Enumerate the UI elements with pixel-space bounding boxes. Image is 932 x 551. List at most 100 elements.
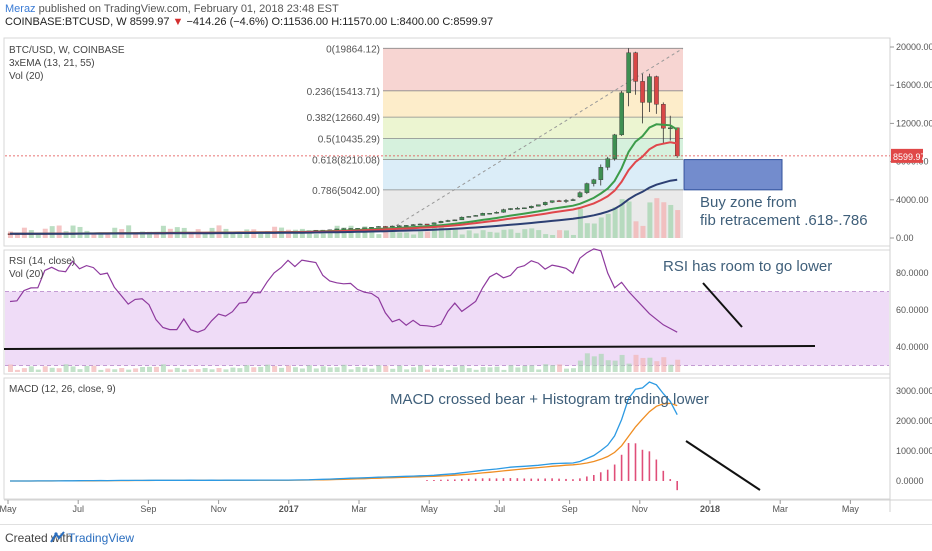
main-pane-title: BTC/USD, W, COINBASE — [9, 45, 125, 56]
rsi-plot: 80.0000 60.0000 40.0000 — [5, 248, 929, 372]
price-tick-label: 0.00 — [896, 233, 914, 243]
candle-body — [508, 208, 513, 210]
rsi-volume-bar — [334, 367, 340, 372]
volume-bar — [452, 229, 458, 238]
fib-retracement[interactable]: 0(19864.12) 0.236(15413.71) 0.382(12660.49… — [307, 44, 783, 238]
volume-bar — [536, 230, 542, 238]
rsi-volume-bar — [425, 369, 430, 372]
rsi-volume-bar — [223, 369, 229, 372]
candle-body — [494, 212, 499, 214]
rsi-volume-bar — [584, 353, 590, 372]
rsi-note: RSI has room to go lower — [663, 258, 832, 275]
candle-body — [563, 200, 569, 202]
rsi-volume-bar — [654, 361, 660, 372]
tradingview-brand-link[interactable]: TradingView — [68, 531, 135, 545]
rsi-volume-bar — [306, 365, 312, 372]
volume-bar — [626, 201, 632, 238]
volume-bar — [529, 228, 535, 238]
rsi-volume-bar — [515, 367, 521, 372]
candle-body — [480, 213, 486, 216]
price-tick-label: 20000.00 — [896, 42, 932, 52]
volume-bar — [605, 213, 611, 238]
candle-body — [341, 228, 347, 230]
volume-bar — [445, 228, 451, 238]
volume-bar — [612, 207, 618, 238]
rsi-volume-bar — [195, 369, 201, 372]
rsi-volume-bar — [355, 367, 361, 372]
volume-bar — [313, 234, 319, 238]
rsi-volume-bar — [411, 367, 417, 372]
tradingview-logo-icon — [50, 531, 65, 543]
fib-level-label: 0.236(15413.71) — [307, 87, 380, 98]
time-tick-label: 2018 — [700, 504, 720, 514]
fib-band — [383, 48, 683, 91]
rsi-volume-bar — [452, 367, 458, 372]
volume-bar — [306, 231, 312, 238]
rsi-volume-bar — [244, 365, 250, 372]
volume-bar — [35, 232, 41, 238]
candle-body — [501, 209, 506, 213]
rsi-volume-bar — [598, 353, 604, 372]
volume-bar — [404, 232, 410, 238]
candle-body — [410, 224, 416, 226]
candle-body — [424, 223, 430, 226]
candle-body — [675, 127, 680, 157]
volume-bar — [369, 230, 375, 238]
rsi-volume-bar — [105, 368, 111, 372]
volume-bar — [70, 225, 76, 238]
candle-body — [647, 76, 652, 103]
macd-note: MACD crossed bear + Histogram trending l… — [390, 391, 709, 408]
candle-body — [591, 179, 597, 184]
volume-bar — [487, 231, 493, 238]
time-tick-label: Jul — [494, 504, 506, 514]
rsi-volume-bar — [508, 365, 514, 372]
rsi-trendline[interactable] — [702, 282, 743, 328]
rsi-pane-title: RSI (14, close) — [9, 256, 75, 267]
ohlc-values: O:11536.00 H:11570.00 L:8400.00 C:8599.9… — [271, 16, 494, 28]
ema-55-line — [10, 178, 678, 235]
rsi-volume-bar — [459, 365, 465, 372]
rsi-volume-bar — [153, 366, 159, 372]
rsi-volume-bar — [133, 368, 139, 372]
volume-bar — [320, 233, 326, 238]
chart-canvas[interactable]: 0(19864.12) 0.236(15413.71) 0.382(12660.49… — [0, 0, 932, 524]
fib-diagonal — [385, 47, 684, 233]
candle-body — [445, 220, 451, 222]
rsi-volume-bar — [376, 365, 382, 372]
volume-bar — [153, 233, 159, 238]
rsi-volume-bar — [70, 366, 76, 372]
last-price-tag-label: 8599.97 — [893, 152, 926, 162]
rsi-volume-bar — [279, 367, 285, 372]
rsi-volume-bar — [390, 368, 396, 372]
buy-zone-note-line1: Buy zone from — [700, 194, 797, 211]
macd-tick-label: 2000.0000 — [896, 416, 932, 426]
rsi-volume-bar — [77, 369, 83, 372]
rsi-volume-bar — [174, 367, 180, 372]
price-axis[interactable]: 20000.0016000.0012000.008000.004000.000.… — [5, 42, 932, 243]
time-axis[interactable]: May Jul Sep Nov 2017 Mar May Jul Sep Nov 2018 Mar Ma… — [0, 500, 859, 514]
time-tick-label: May — [0, 504, 17, 514]
candle-body — [487, 213, 492, 215]
rsi-volume-bar — [418, 365, 424, 372]
rsi-tick-label: 60.0000 — [896, 305, 929, 315]
symbol-label: COINBASE:BTCUSD, W — [5, 16, 127, 28]
candle-body — [584, 183, 590, 193]
rsi-volume-bar — [28, 366, 34, 372]
candle-body — [383, 226, 388, 228]
volume-bar — [431, 225, 437, 238]
volume-bar — [126, 225, 132, 238]
candle-body — [376, 226, 381, 228]
volume-bar — [438, 226, 444, 238]
rsi-volume-bar — [570, 368, 576, 372]
publish-line: Meraz published on TradingView.com, Febr… — [5, 3, 339, 15]
candle-body — [529, 205, 534, 209]
time-tick-label: Mar — [351, 504, 367, 514]
author-link[interactable]: Meraz — [5, 3, 36, 15]
rsi-volume-bar — [647, 357, 653, 372]
rsi-volume-bar — [661, 357, 667, 372]
rsi-support-line[interactable] — [3, 345, 816, 350]
rsi-volume-bar — [258, 366, 264, 372]
histogram-trendline[interactable] — [685, 440, 761, 491]
rsi-volume-bar — [564, 368, 569, 372]
rsi-volume-bar — [591, 356, 597, 372]
